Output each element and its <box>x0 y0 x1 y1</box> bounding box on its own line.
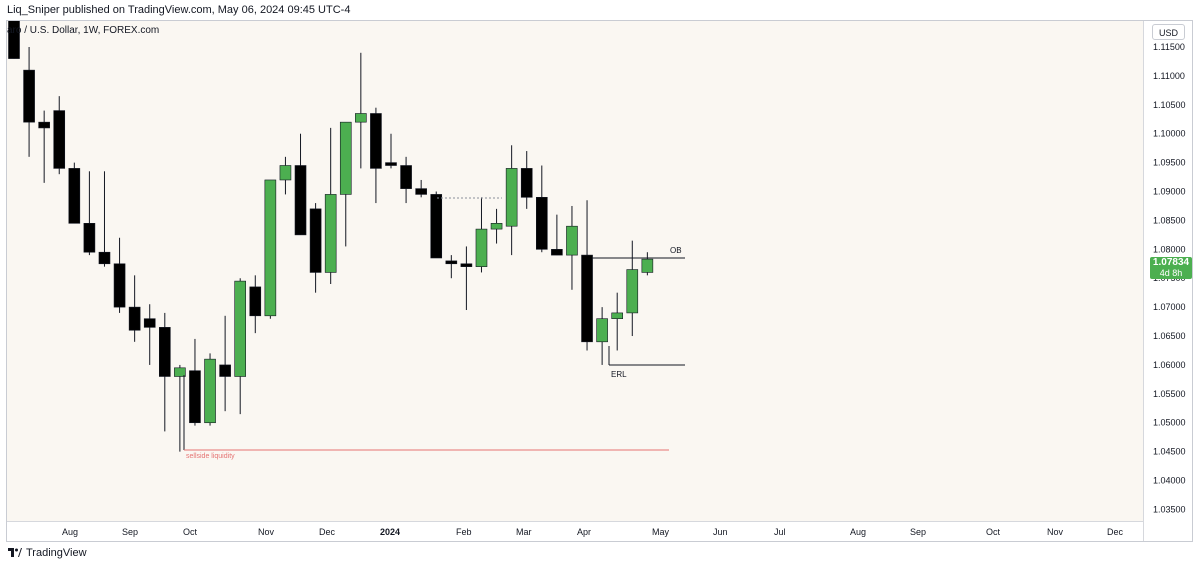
bear-candle[interactable] <box>415 188 427 195</box>
bear-candle[interactable] <box>370 113 382 169</box>
bull-candle[interactable] <box>611 312 624 319</box>
price-tick-label: 1.11500 <box>1153 42 1185 52</box>
bear-candle[interactable] <box>159 327 171 377</box>
ob-label: OB <box>670 246 682 255</box>
price-tick-label: 1.10000 <box>1153 129 1186 139</box>
bear-candle[interactable] <box>23 69 35 123</box>
bear-candle[interactable] <box>460 263 473 267</box>
last-price-countdown: 4d 8h <box>1159 268 1183 278</box>
time-tick-label: 2024 <box>380 527 400 537</box>
bull-candle[interactable] <box>490 223 503 230</box>
symbol-label: aro / U.S. Dollar, 1W, FOREX.com <box>7 25 160 36</box>
bear-candle[interactable] <box>520 168 533 198</box>
price-tick-label: 1.07000 <box>1153 302 1186 312</box>
price-tick-label: 1.10500 <box>1153 100 1186 110</box>
tradingview-logo-icon <box>8 548 22 557</box>
bear-candle[interactable] <box>385 162 397 166</box>
bear-candle[interactable] <box>309 208 322 273</box>
bull-candle[interactable] <box>339 121 352 195</box>
bear-candle[interactable] <box>83 223 96 253</box>
bear-candle[interactable] <box>551 249 563 256</box>
time-tick-label: May <box>652 527 670 537</box>
time-tick-label: Jul <box>774 527 786 537</box>
time-tick-label: Mar <box>516 527 532 537</box>
bull-candle[interactable] <box>234 280 246 377</box>
bear-candle[interactable] <box>113 263 126 308</box>
time-tick-label: Feb <box>456 527 472 537</box>
candlestick-chart: OB ERL sellside liquidity <box>8 21 685 460</box>
bull-candle[interactable] <box>505 168 518 227</box>
tradingview-brand: TradingView <box>26 547 87 559</box>
price-tick-label: 1.05500 <box>1153 389 1186 399</box>
bull-candle[interactable] <box>596 318 608 343</box>
time-tick-label: Oct <box>183 527 198 537</box>
last-price-value: 1.07834 <box>1152 257 1190 268</box>
time-tick-label: Oct <box>986 527 1001 537</box>
bear-candle[interactable] <box>294 165 307 236</box>
bull-candle[interactable] <box>475 228 488 267</box>
price-tick-label: 1.03500 <box>1153 504 1186 514</box>
bear-candle[interactable] <box>38 121 50 129</box>
time-tick-label: Sep <box>122 527 138 537</box>
bear-candle[interactable] <box>535 197 548 250</box>
time-tick-label: Jun <box>713 527 728 537</box>
price-tick-label: 1.05000 <box>1153 418 1186 428</box>
bull-candle[interactable] <box>279 165 292 181</box>
sellside-label: sellside liquidity <box>186 453 235 460</box>
bull-candle[interactable] <box>566 225 578 256</box>
publisher-line: Liq_Sniper published on TradingView.com,… <box>7 4 351 16</box>
currency-selector[interactable]: USD <box>1152 24 1185 40</box>
bear-candle[interactable] <box>189 370 201 424</box>
bear-candle[interactable] <box>98 251 111 265</box>
bear-candle[interactable] <box>445 260 458 265</box>
bear-candle[interactable] <box>249 286 262 317</box>
bear-candle[interactable] <box>430 194 443 259</box>
price-axis-ticks: 1.11500 1.11000 1.10500 1.10000 1.09500 1.090… <box>1153 42 1186 514</box>
bear-candle[interactable] <box>400 165 412 189</box>
time-axis-ticks: Aug Sep Oct Nov Dec 2024 Feb Mar Apr May Jun Jul Aug… <box>62 527 1124 537</box>
erl-label: ERL <box>611 370 627 379</box>
time-tick-label: Sep <box>910 527 926 537</box>
bear-candle[interactable] <box>53 110 66 169</box>
price-axis[interactable]: 1.11500 1.11000 1.10500 1.10000 1.09500 1.090… <box>1143 21 1192 541</box>
time-tick-label: Apr <box>577 527 591 537</box>
bear-candle[interactable] <box>68 168 81 224</box>
price-tick-label: 1.04000 <box>1153 476 1186 486</box>
time-tick-label: Dec <box>1107 527 1124 537</box>
price-tick-label: 1.04500 <box>1153 447 1186 457</box>
publisher-header: Liq_Sniper published on TradingView.com,… <box>0 0 1200 20</box>
bear-candle[interactable] <box>8 21 20 59</box>
price-tick-label: 1.09500 <box>1153 158 1186 168</box>
price-tick-label: 1.11000 <box>1153 71 1185 81</box>
price-tick-label: 1.08000 <box>1153 244 1186 254</box>
bull-candle[interactable] <box>174 367 186 377</box>
bull-candle[interactable] <box>641 258 654 273</box>
bear-candle[interactable] <box>143 318 156 328</box>
price-tick-label: 1.06000 <box>1153 360 1186 370</box>
time-axis[interactable]: Aug Sep Oct Nov Dec 2024 Feb Mar Apr May Jun Jul Aug… <box>7 521 1143 541</box>
chart-plot-area[interactable]: OB ERL sellside liquidity <box>7 21 1143 521</box>
bull-candle[interactable] <box>355 113 367 123</box>
bull-candle[interactable] <box>324 194 337 273</box>
bull-candle[interactable] <box>204 358 216 424</box>
price-tick-label: 1.08500 <box>1153 215 1186 225</box>
price-tick-label: 1.09000 <box>1153 187 1186 197</box>
last-price-badge: 1.07834 4d 8h <box>1150 257 1192 279</box>
bull-candle[interactable] <box>264 179 277 317</box>
time-tick-label: Dec <box>319 527 336 537</box>
time-tick-label: Nov <box>1047 527 1064 537</box>
footer <box>0 543 1200 565</box>
tradingview-logo[interactable]: TradingView <box>8 547 87 559</box>
bear-candle[interactable] <box>128 306 141 331</box>
time-tick-label: Nov <box>258 527 275 537</box>
time-tick-label: Aug <box>850 527 866 537</box>
price-tick-label: 1.06500 <box>1153 331 1186 341</box>
time-tick-label: Aug <box>62 527 78 537</box>
bull-candle[interactable] <box>626 269 639 314</box>
bear-candle[interactable] <box>581 254 593 343</box>
bear-candle[interactable] <box>219 364 231 377</box>
